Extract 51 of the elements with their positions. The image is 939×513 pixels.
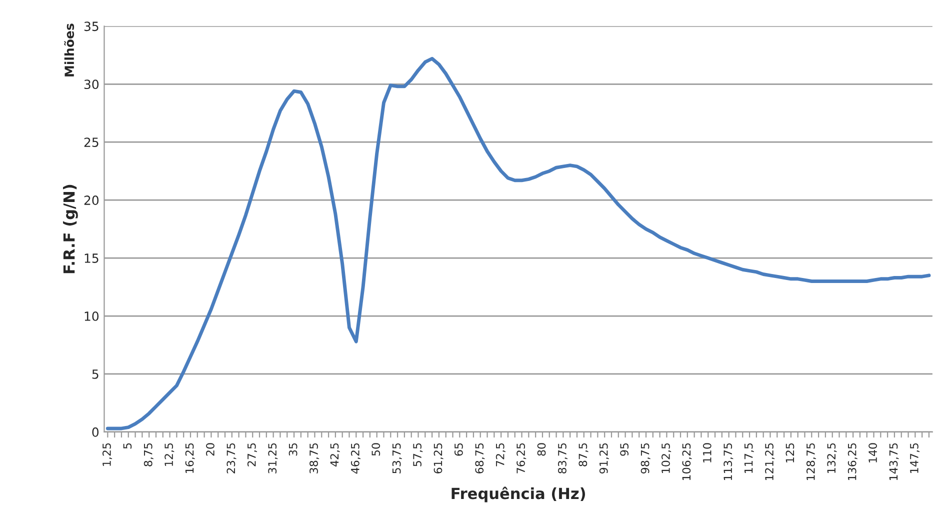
text: Milhões bbox=[64, 24, 74, 76]
x-tick-label: 128,75 bbox=[806, 443, 816, 480]
y-tick-label: 30 bbox=[84, 80, 99, 90]
x-tick-label: 50 bbox=[372, 443, 380, 456]
y-tick-label: 35 bbox=[84, 22, 98, 32]
x-tick-label: 53,75 bbox=[392, 443, 402, 474]
x-tick-label: 57,5 bbox=[413, 443, 423, 466]
y-axis-title: F.R.F (g/N) bbox=[63, 184, 78, 274]
x-tick-label: 91,25 bbox=[599, 443, 609, 474]
x-axis-title: Frequência (Hz) bbox=[452, 486, 585, 502]
x-tick-label: 76,25 bbox=[516, 443, 526, 474]
x-tick-label: 72,5 bbox=[496, 443, 506, 466]
x-tick-label: 61,25 bbox=[434, 443, 444, 474]
x-tick-label: 1,25 bbox=[102, 443, 112, 466]
x-tick-label: 12,5 bbox=[164, 443, 174, 466]
x-tick-label: 87,5 bbox=[578, 443, 588, 466]
x-tick-label: 35 bbox=[288, 443, 298, 456]
x-tick-label: 5 bbox=[123, 443, 132, 449]
x-tick-label: 38,75 bbox=[310, 443, 320, 474]
x-tick-label: 23,75 bbox=[226, 443, 236, 474]
x-tick-label: 106,25 bbox=[682, 443, 692, 480]
x-tick-label: 98,75 bbox=[640, 443, 650, 474]
x-tick-label: 20 bbox=[206, 443, 214, 456]
x-tick-label: 132,5 bbox=[827, 443, 837, 473]
x-tick-label: 83,75 bbox=[558, 443, 568, 474]
x-tick-label: 8,75 bbox=[144, 443, 154, 466]
x-tick-label: 80 bbox=[537, 443, 546, 456]
x-tick-label: 121,25 bbox=[765, 443, 775, 480]
x-tick-label: 95 bbox=[620, 443, 629, 456]
x-tick-label: 42,5 bbox=[330, 443, 340, 467]
x-tick-label: 113,75 bbox=[724, 443, 734, 480]
x-tick-label: 147,5 bbox=[910, 443, 920, 473]
x-tick-label: 140 bbox=[868, 443, 877, 462]
y-tick-label: 20 bbox=[84, 196, 99, 205]
x-tick-label: 27,5 bbox=[247, 443, 257, 466]
y-tick-label: 15 bbox=[84, 254, 98, 263]
x-tick-label: 125 bbox=[786, 443, 794, 462]
x-tick-label: 16,25 bbox=[185, 443, 195, 473]
x-tick-label: 136,25 bbox=[848, 443, 858, 480]
x-tick-label: 46,25 bbox=[350, 443, 360, 474]
x-tick-label: 102,5 bbox=[662, 443, 672, 473]
y-tick-label: 5 bbox=[92, 370, 98, 379]
x-tick-label: 65 bbox=[454, 443, 463, 456]
y-tick-label: 25 bbox=[84, 138, 98, 148]
y-tick-label: 10 bbox=[84, 311, 99, 321]
x-tick-label: 117,5 bbox=[744, 443, 754, 473]
y-tick-label: 0 bbox=[92, 427, 99, 437]
x-tick-label: 31,25 bbox=[268, 443, 278, 474]
x-tick-label: 68,75 bbox=[475, 443, 485, 474]
x-tick-label: 143,75 bbox=[889, 443, 899, 480]
x-tick-label: 110 bbox=[702, 443, 712, 462]
